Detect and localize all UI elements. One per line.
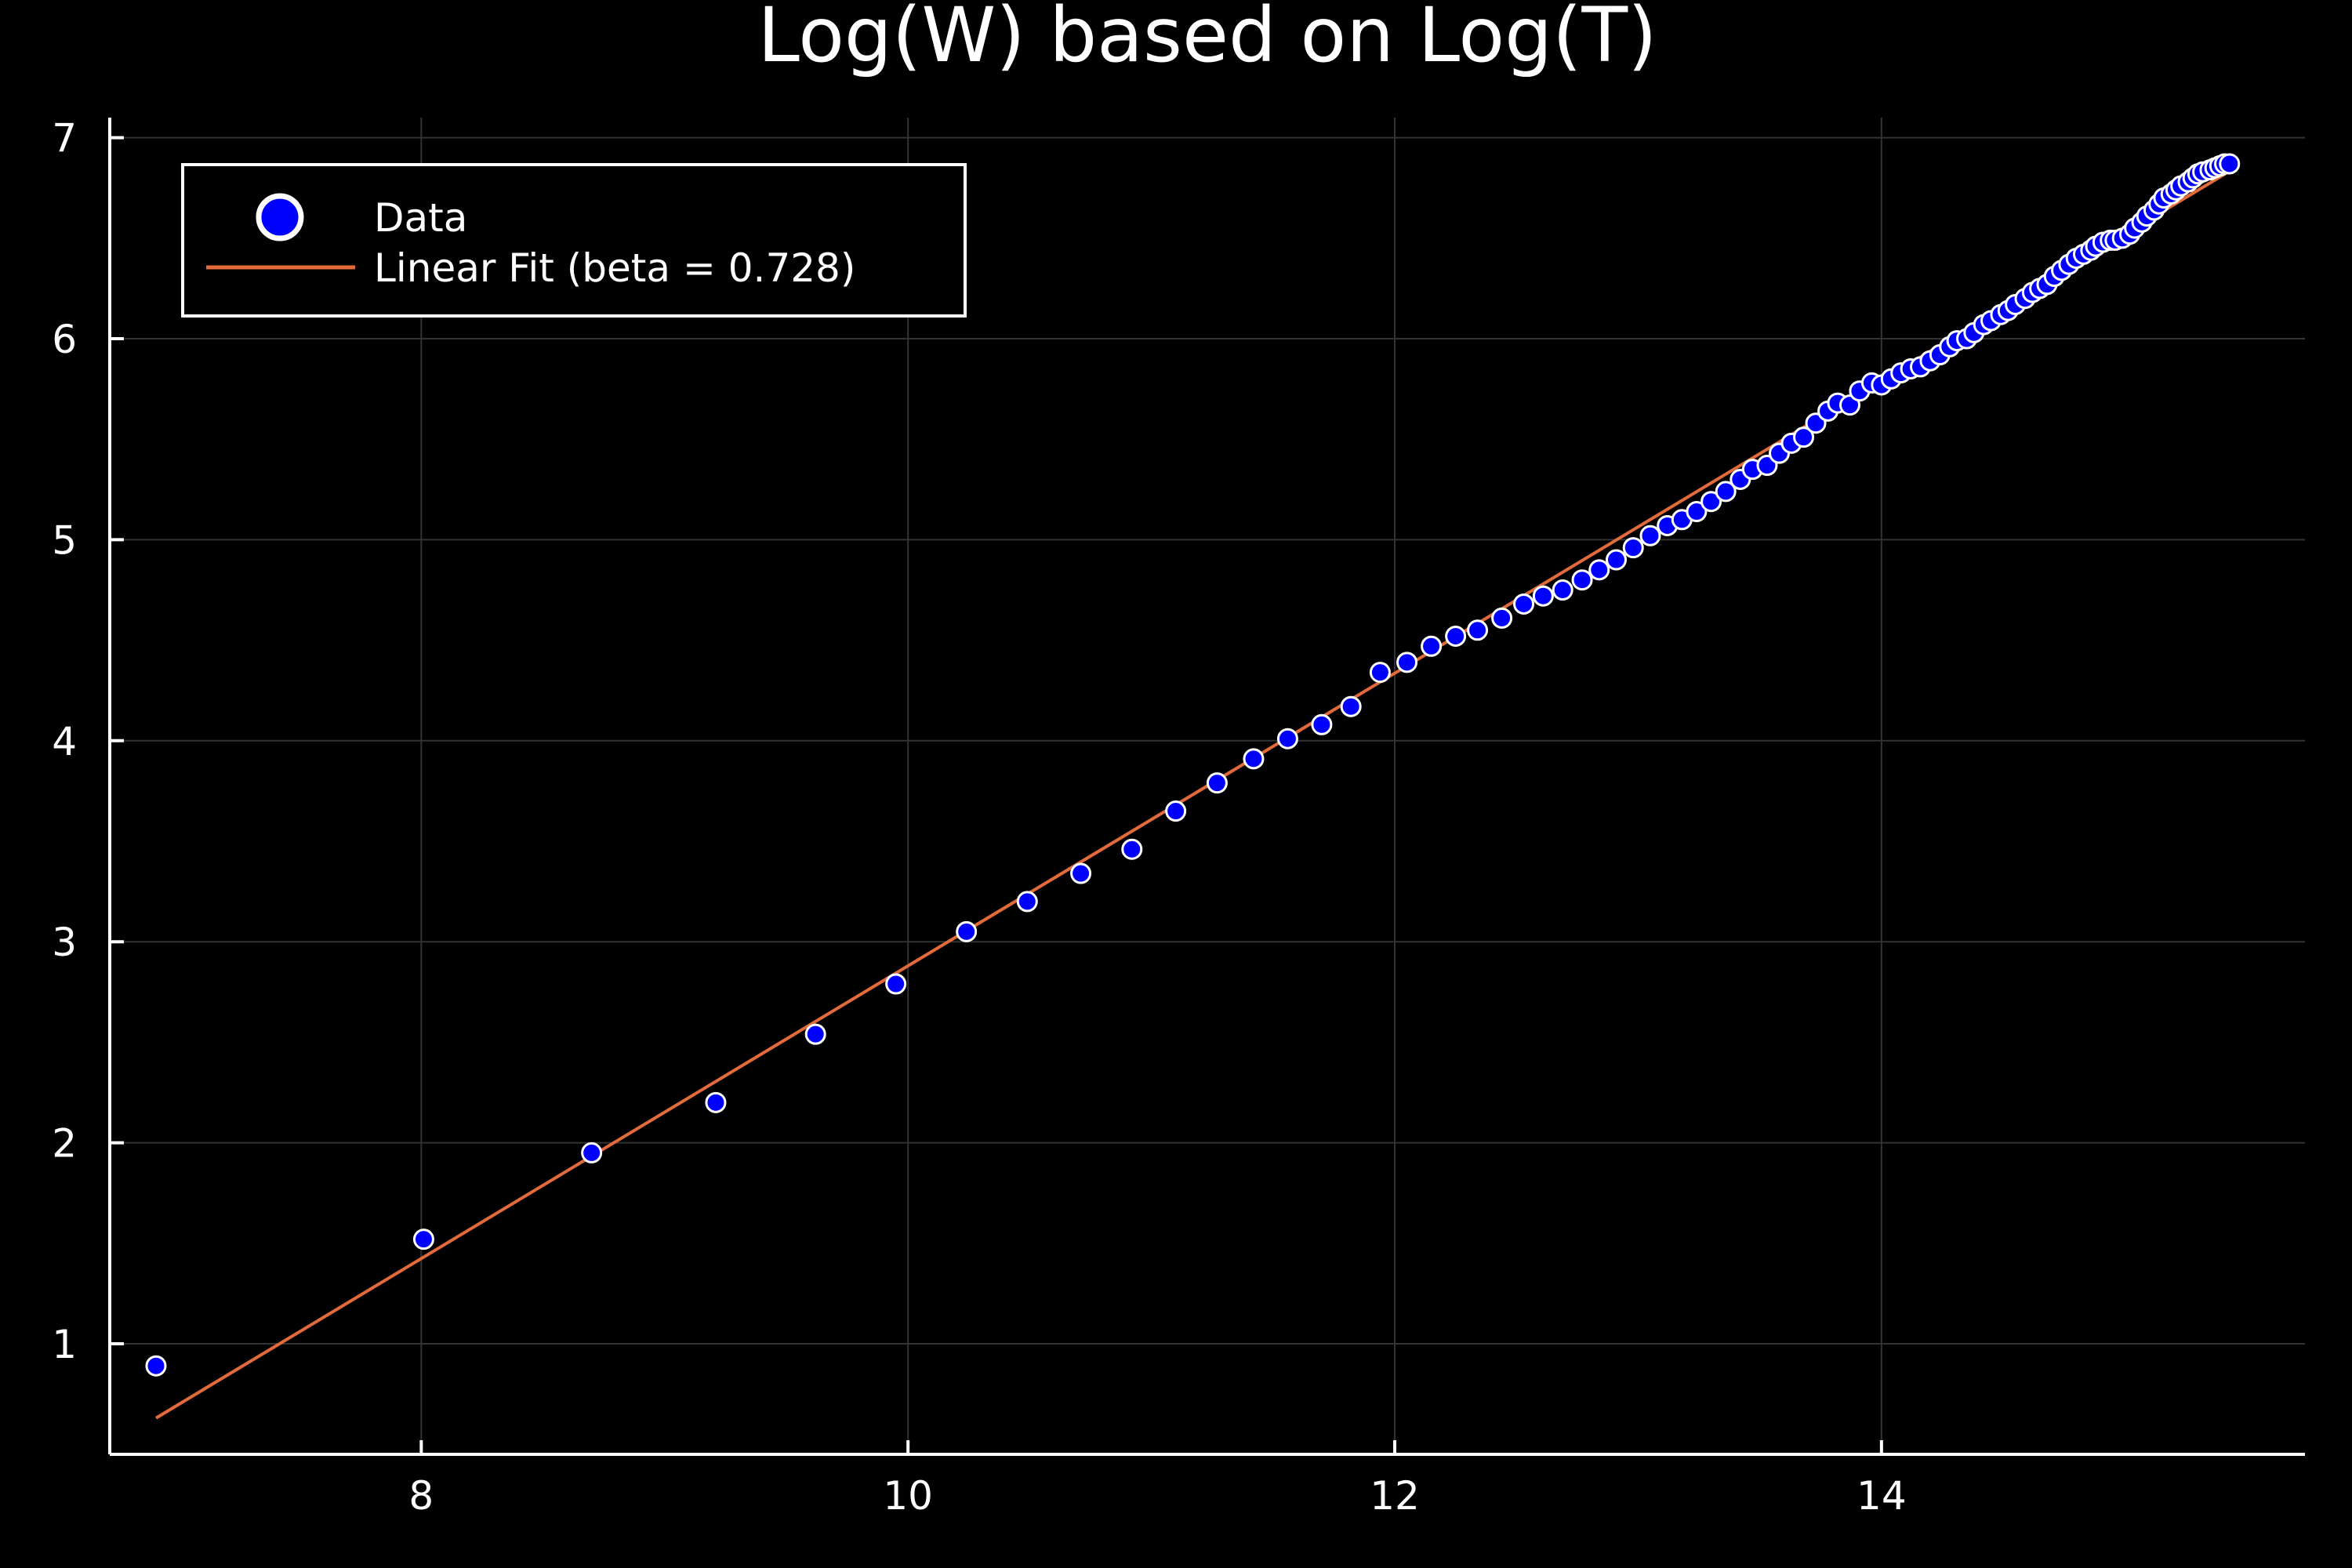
data-point [1121, 838, 1143, 860]
data-point [705, 1091, 727, 1113]
data-point [1421, 635, 1443, 657]
data-point [581, 1142, 603, 1163]
y-tick-label: 4 [52, 719, 77, 764]
data-point [1552, 579, 1573, 601]
data-point [1793, 426, 1815, 448]
axes-layer [108, 118, 2305, 1456]
data-point [1839, 394, 1861, 416]
grid-layer [110, 118, 2305, 1454]
data-point [2219, 153, 2241, 175]
legend-data-label: Data [374, 195, 467, 241]
data-point [1369, 662, 1391, 684]
data-point [1243, 748, 1265, 770]
data-point [804, 1023, 826, 1045]
data-point [1445, 625, 1467, 647]
data-point [145, 1355, 167, 1377]
data-point [1588, 559, 1610, 581]
data-point [1571, 569, 1593, 591]
y-tick-label: 5 [52, 517, 77, 563]
data-point [1276, 728, 1298, 750]
data-point [1715, 481, 1737, 503]
x-tick-label: 8 [408, 1473, 434, 1519]
data-point [1606, 549, 1628, 571]
data-point [885, 973, 907, 995]
y-tick-label: 1 [52, 1322, 77, 1367]
data-point [1311, 713, 1333, 735]
data-point [1622, 537, 1644, 559]
data-point [1396, 652, 1418, 673]
data-point [1206, 772, 1228, 794]
data-point [1700, 491, 1722, 513]
y-tick-label: 3 [52, 920, 77, 965]
y-tick-label: 6 [52, 317, 77, 362]
data-point [1686, 501, 1708, 523]
data-point [1513, 593, 1535, 615]
data-point [1340, 695, 1362, 717]
data-point [1165, 800, 1187, 822]
y-tick-label: 2 [52, 1121, 77, 1167]
legend-data-marker [256, 193, 304, 241]
data-point [1016, 891, 1038, 913]
data-point [1491, 607, 1513, 629]
x-tick-label: 12 [1370, 1473, 1420, 1519]
legend-box [181, 163, 967, 318]
data-points-layer [145, 153, 2241, 1377]
legend-fit-label: Linear Fit (beta = 0.728) [374, 245, 855, 291]
data-point [1467, 619, 1489, 641]
y-tick-label: 7 [52, 116, 77, 162]
data-point [956, 920, 978, 942]
legend: Data Linear Fit (beta = 0.728) [181, 163, 967, 318]
data-point [1532, 585, 1554, 607]
data-point [1639, 524, 1661, 546]
x-tick-label: 14 [1857, 1473, 1907, 1519]
x-tick-label: 10 [883, 1473, 933, 1519]
data-point [1070, 862, 1092, 884]
data-point [412, 1229, 434, 1250]
chart-title: Log(W) based on Log(T) [757, 0, 1657, 79]
